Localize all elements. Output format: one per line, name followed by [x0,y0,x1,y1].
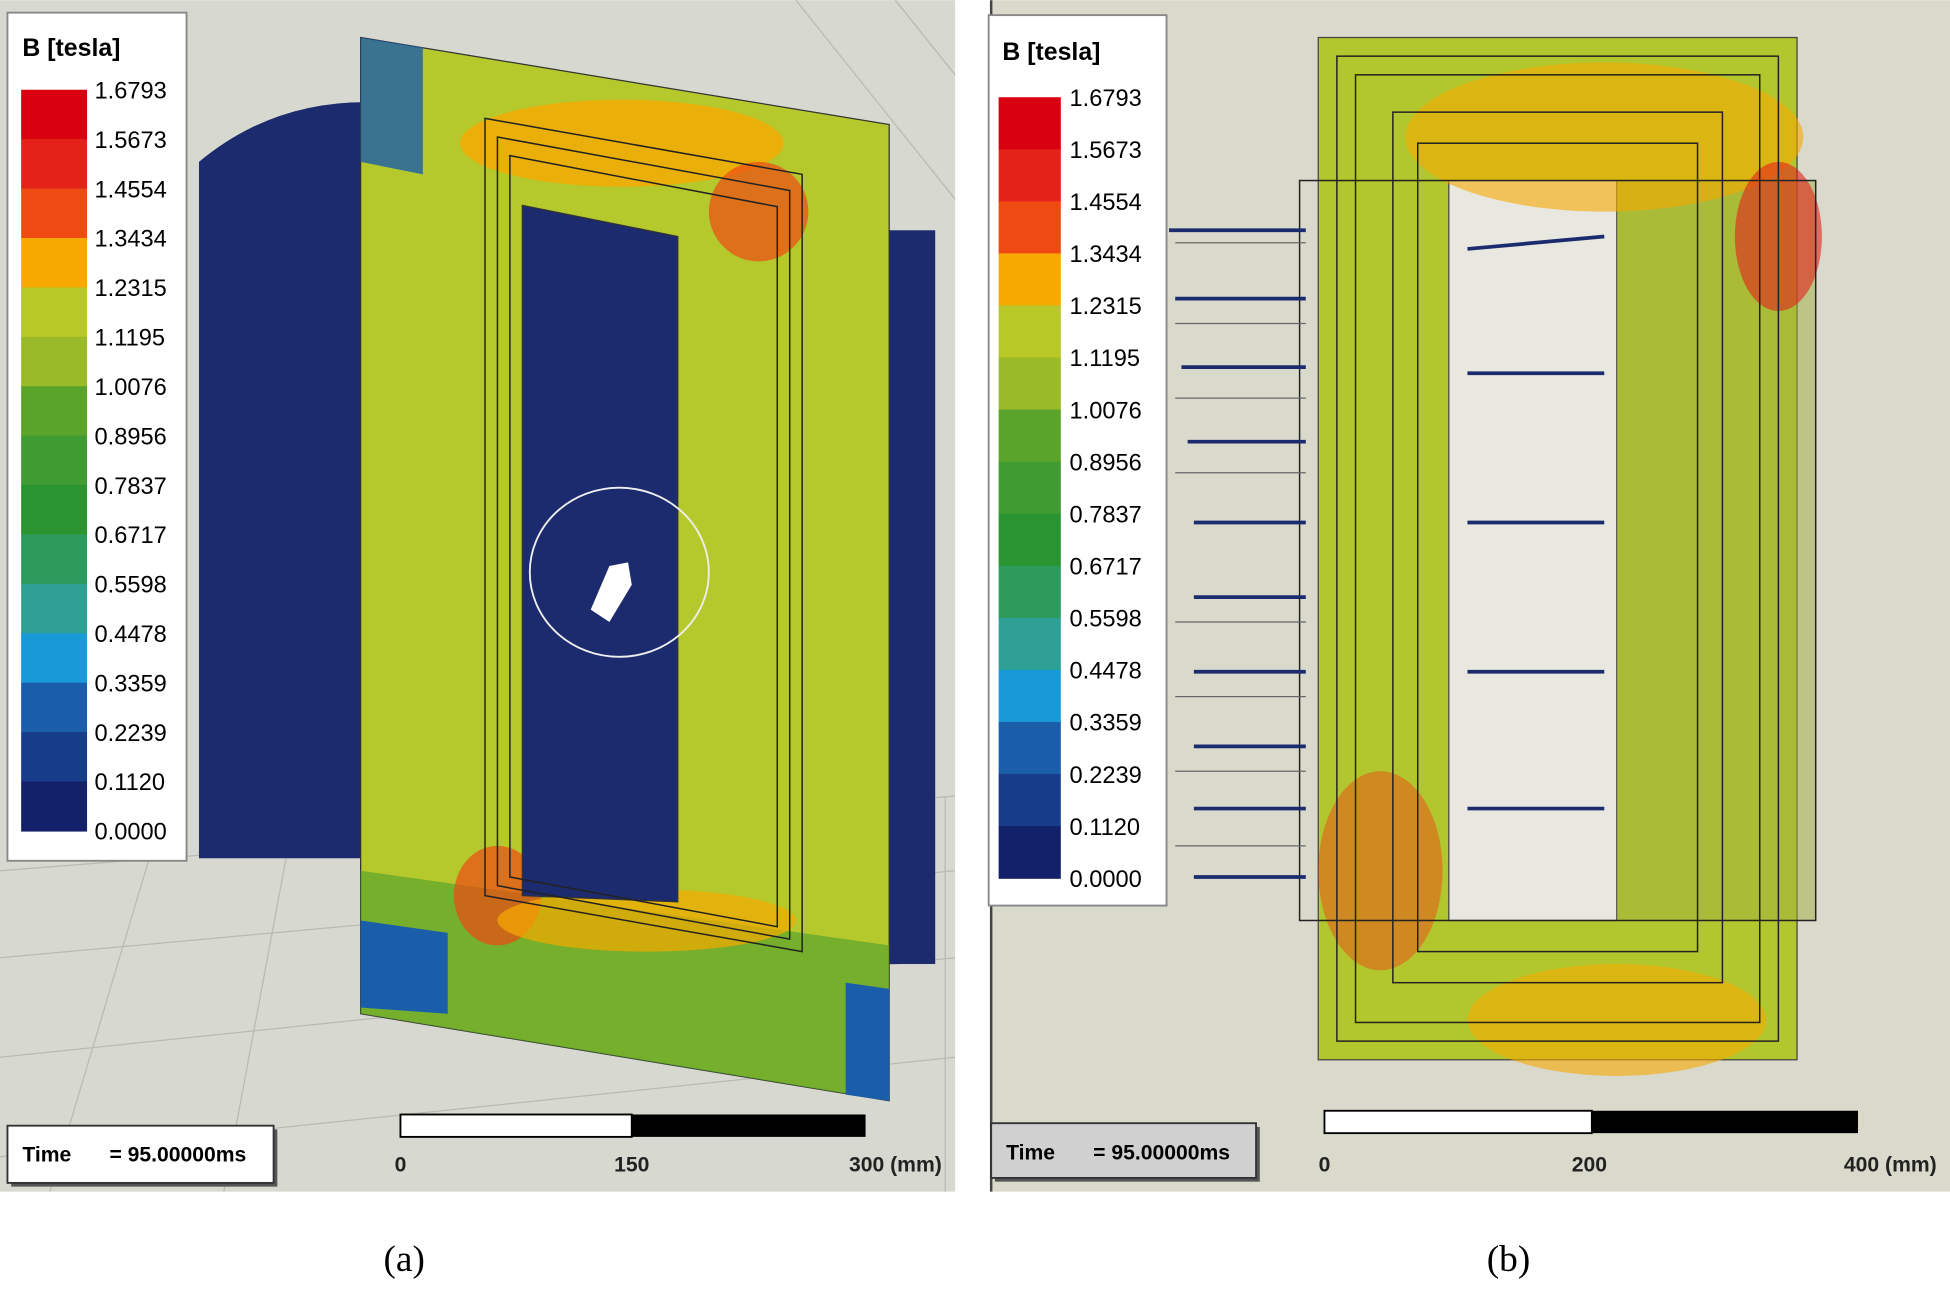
legend-label: 1.1195 [95,326,165,352]
legend-band [21,682,88,733]
legend-label: 1.4554 [95,177,167,203]
legend-band [21,583,88,634]
legend-band [21,139,88,190]
legend-band [21,732,88,783]
legend-band [21,188,88,239]
legend-label: 1.2315 [1070,294,1142,320]
legend-label: 0.4478 [1070,659,1142,685]
time-value: = 95.00000ms [109,1144,246,1167]
legend-label: 1.0076 [1070,398,1142,424]
legend-band [21,386,88,437]
legend-band [21,435,88,486]
scale-label: 0 [395,1154,407,1177]
scale-label: 200 [1572,1154,1607,1177]
legend-label: 0.1120 [1070,815,1140,841]
legend-band [998,201,1061,255]
legend-label: 1.2315 [95,276,167,302]
legend-label: 0.5598 [95,573,167,599]
scale-bar-white [1323,1109,1593,1135]
legend-band [998,826,1061,879]
legend-label: 0.2239 [95,721,167,747]
legend-band [998,513,1061,567]
legend-label: 1.6793 [1070,86,1142,112]
legend-band [998,97,1061,150]
legend-band [998,565,1061,619]
time-label: Time [22,1144,71,1167]
legend-band [998,774,1061,827]
legend-band [21,89,88,140]
legend-title: B [tesla] [22,34,120,62]
legend-label: 0.6717 [1070,555,1142,581]
legend-band [21,336,88,387]
legend-band [998,461,1061,515]
legend-label: 1.5673 [1070,138,1142,164]
legend-label: 1.0076 [95,375,167,401]
legend-label: 0.0000 [95,820,167,846]
legend-label: 0.3359 [1070,711,1142,737]
legend-label: 1.3434 [1070,242,1142,268]
legend-label: 1.3434 [95,227,167,253]
panel-a-view [0,0,956,1192]
legend-band [21,485,88,536]
scale-bar-white [399,1113,633,1138]
legend-band [998,149,1061,202]
legend-band [21,781,88,832]
legend-label: 0.3359 [95,671,167,697]
legend-label: 0.8956 [1070,450,1142,476]
scale-label: 150 [614,1154,649,1177]
legend-band [998,722,1061,775]
legend-label: 0.5598 [1070,607,1142,633]
legend-band [21,287,88,338]
legend-band [998,253,1061,307]
scale-bar-black [631,1114,866,1137]
legend-band [21,237,88,289]
legend-label: 0.2239 [1070,763,1142,789]
legend-label: 0.7837 [95,474,167,500]
time-box [990,1122,1257,1179]
caption: (b) [1487,1239,1531,1280]
legend-label: 0.4478 [95,622,167,648]
scale-label: 400 (mm) [1844,1154,1937,1177]
legend-label: 1.5673 [95,128,167,154]
legend-label: 1.6793 [95,78,167,104]
legend-band [998,669,1061,723]
legend-band [998,357,1061,411]
legend-label: 1.4554 [1070,190,1142,216]
scale-bar-black [1591,1110,1858,1134]
legend-label: 0.8956 [95,424,167,450]
legend-label: 1.1195 [1070,346,1140,372]
caption: (a) [383,1239,424,1280]
legend-label: 0.7837 [1070,502,1142,528]
legend-label: 0.1120 [95,770,165,796]
legend-title: B [tesla] [1002,38,1100,66]
legend-label: 0.6717 [95,523,167,549]
time-box [6,1124,275,1184]
legend-band [21,633,88,684]
legend-band [21,534,88,585]
legend-band [998,409,1061,463]
legend-band [998,305,1061,359]
scale-label: 0 [1319,1154,1331,1177]
time-value: = 95.00000ms [1093,1141,1230,1164]
legend-label: 0.0000 [1070,867,1142,893]
time-label: Time [1006,1141,1055,1164]
legend-band [998,617,1061,671]
scale-label: 300 (mm) [849,1154,942,1177]
